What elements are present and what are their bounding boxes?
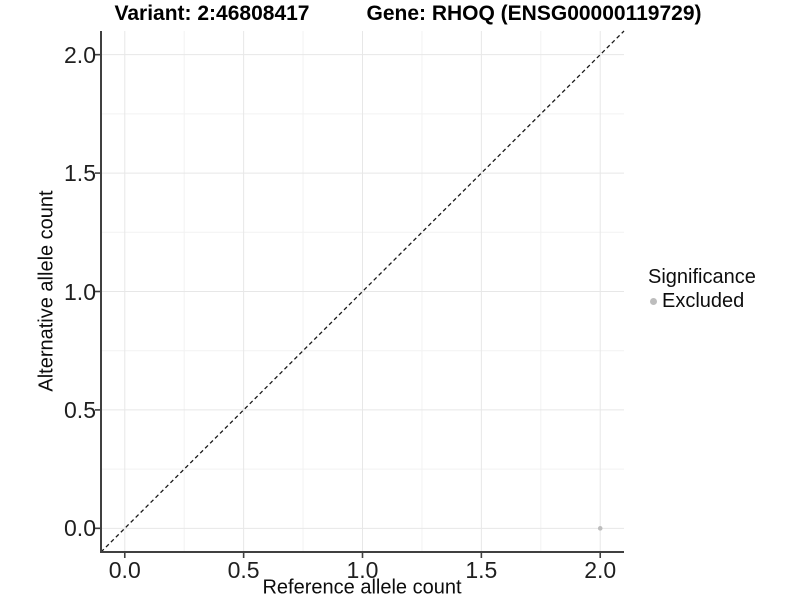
legend-title: Significance xyxy=(648,266,756,288)
plot-title-variant: Variant: 2:46808417 xyxy=(114,2,310,25)
y-tick-label: 1.0 xyxy=(64,278,96,305)
y-tick-label: 0.0 xyxy=(64,515,96,542)
legend-point-icon xyxy=(649,297,657,305)
legend-entry-label: Excluded xyxy=(662,289,745,312)
data-point-excluded xyxy=(597,526,603,531)
x-tick-label: 0.0 xyxy=(108,557,141,583)
y-tick-label: 1.5 xyxy=(64,160,96,187)
x-tick-label: 1.5 xyxy=(465,557,498,583)
y-tick-label: 2.0 xyxy=(64,41,96,68)
x-axis-title: Reference allele count xyxy=(262,576,462,599)
y-tick-label: 0.5 xyxy=(64,396,96,423)
x-tick-label: 0.5 xyxy=(227,557,260,583)
plot-title-gene: Gene: RHOQ (ENSG00000119729) xyxy=(366,2,702,25)
x-tick-label: 1.0 xyxy=(346,557,379,583)
legend-entry-excluded: Excluded xyxy=(646,290,756,312)
legend: Significance Excluded xyxy=(646,266,756,312)
x-tick-label: 2.0 xyxy=(584,557,617,583)
legend-entries: Excluded xyxy=(646,290,756,312)
legend-key xyxy=(646,297,660,305)
y-axis-title: Alternative allele count xyxy=(35,190,58,392)
